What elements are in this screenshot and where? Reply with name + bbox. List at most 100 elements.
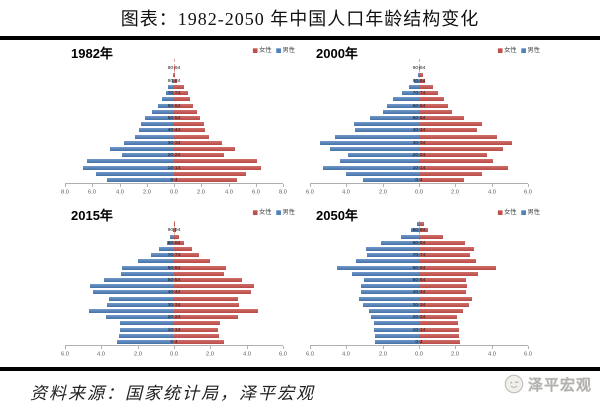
axis-tick-label: 0.0 [415,188,423,194]
female-bar [174,272,224,276]
male-bar [93,290,174,294]
age-group-label: 50-54 [168,115,181,120]
age-group-label: 60-64 [413,103,426,108]
male-bar [110,147,174,151]
axis-tick [210,346,211,349]
legend-female-label: 女性 [504,208,516,217]
female-bar [419,85,433,89]
male-bar [409,85,419,89]
male-swatch-icon [521,48,526,53]
figure-header: 图表：1982-2050 年中国人口年龄结构变化 [0,0,600,36]
female-bar [419,303,469,307]
legend-female-label: 女性 [504,46,516,55]
female-bar [419,178,464,182]
axis-tick [528,346,529,349]
male-bar [367,253,419,257]
male-bar [107,303,174,307]
female-bar [174,284,254,288]
male-bar [335,135,419,139]
male-bar [120,321,174,325]
legend: 女性 男性 [253,208,295,217]
axis-tick-label: 4.0 [97,350,105,356]
age-group-label: 20-24 [413,315,426,320]
female-bar [174,235,179,239]
legend-male-label: 男性 [528,46,540,55]
male-swatch-icon [276,210,281,215]
age-group-label: 40-44 [413,290,426,295]
age-group-label: 90-94 [168,66,181,71]
male-bar [370,116,419,120]
age-group-label: 30-34 [413,140,426,145]
legend-male-label: 男性 [283,208,295,217]
female-bar [419,97,444,101]
age-group-label: 30-34 [168,302,181,307]
female-bar [419,278,466,282]
axis-tick-label: 0.0 [170,350,178,356]
female-bar [174,222,175,226]
age-group-label: 0-4 [170,177,177,182]
axis-tick-label: 2.0 [451,350,459,356]
axis-tick [283,346,284,349]
female-bar [419,235,443,239]
male-bar [330,147,419,151]
age-group-label: 60-64 [168,103,181,108]
axis-tick [138,346,139,349]
age-group-label: 20-24 [413,153,426,158]
male-bar [363,178,419,182]
age-group-label: 0-4 [415,339,422,344]
axis-tick [346,184,347,187]
age-group-label: 10-14 [168,327,181,332]
male-bar [124,141,174,145]
female-bar [174,340,224,344]
female-bar [419,222,424,226]
axis-tick-label: 2.0 [379,188,387,194]
female-bar [419,272,478,276]
age-group-label: 40-44 [168,128,181,133]
male-bar [135,135,175,139]
male-bar [337,266,419,270]
male-bar [159,247,174,251]
female-bar [419,141,512,145]
female-bar [419,122,482,126]
female-bar [174,135,209,139]
axis-tick-label: 4.0 [342,188,350,194]
female-bar [419,159,493,163]
female-bar [419,297,472,301]
axis-tick [383,184,384,187]
page-title: 图表：1982-2050 年中国人口年龄结构变化 [0,5,600,31]
smiley-logo-icon [503,373,525,395]
female-bar [174,153,224,157]
legend-female-label: 女性 [259,46,271,55]
age-group-label: 10-14 [168,165,181,170]
male-bar [104,278,174,282]
axis-tick [528,184,529,187]
axis-tick-label: 4.0 [243,350,251,356]
age-group-label: 50-54 [413,277,426,282]
age-group-label: 40-44 [168,290,181,295]
female-bar [174,297,238,301]
axis-tick [455,184,456,187]
axis-tick [256,184,257,187]
male-bar [374,321,419,325]
axis-tick-label: 0.0 [415,350,423,356]
female-swatch-icon [498,210,503,215]
female-bar [419,334,459,338]
legend-male-label: 男性 [283,46,295,55]
male-bar [366,247,419,251]
age-group-label: 20-24 [168,315,181,320]
female-bar [174,122,204,126]
male-bar [323,166,419,170]
male-bar [152,110,174,114]
female-bar [419,147,503,151]
male-bar [106,315,174,319]
male-swatch-icon [521,210,526,215]
figure-footer: 资料来源：国家统计局，泽平宏观 泽平宏观 [0,371,600,416]
male-bar [401,235,419,239]
axis-tick [419,184,420,187]
female-bar [419,166,508,170]
